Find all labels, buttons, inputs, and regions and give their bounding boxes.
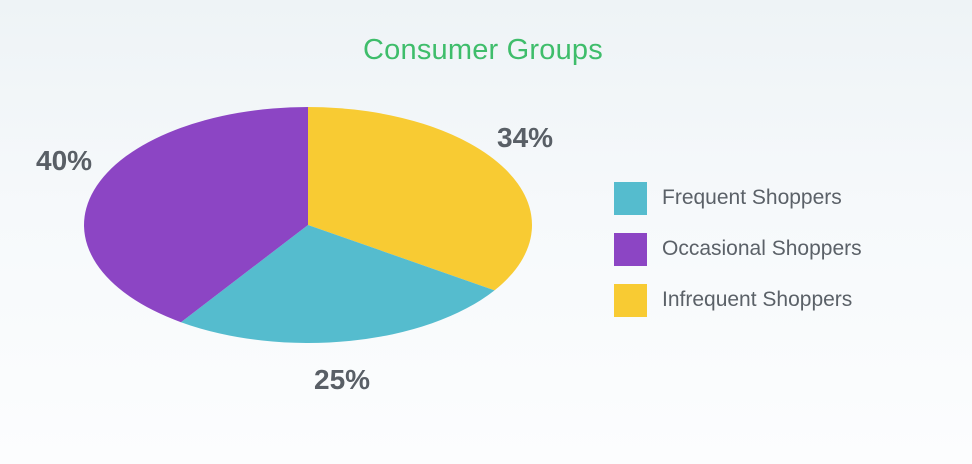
legend-label-infrequent: Infrequent Shoppers [662,288,853,311]
chart-title: Consumer Groups [363,34,603,66]
legend-item-infrequent: Infrequent Shoppers [614,283,862,317]
legend-swatch-occasional [614,232,647,266]
slice-label-frequent: 25% [314,364,371,395]
slice-infrequent [308,107,533,291]
slice-frequent [180,225,495,343]
legend-item-frequent: Frequent Shoppers [614,181,862,215]
slice-label-infrequent: 34% [497,122,554,153]
legend: Frequent Shoppers Occasional Shoppers In… [614,181,862,334]
legend-label-occasional: Occasional Shoppers [662,237,862,260]
slice-occasional [84,107,308,323]
legend-swatch-frequent [614,181,647,215]
legend-swatch-infrequent [614,283,647,317]
legend-label-frequent: Frequent Shoppers [662,186,842,209]
slice-label-occasional: 40% [36,145,93,176]
legend-item-occasional: Occasional Shoppers [614,232,862,266]
